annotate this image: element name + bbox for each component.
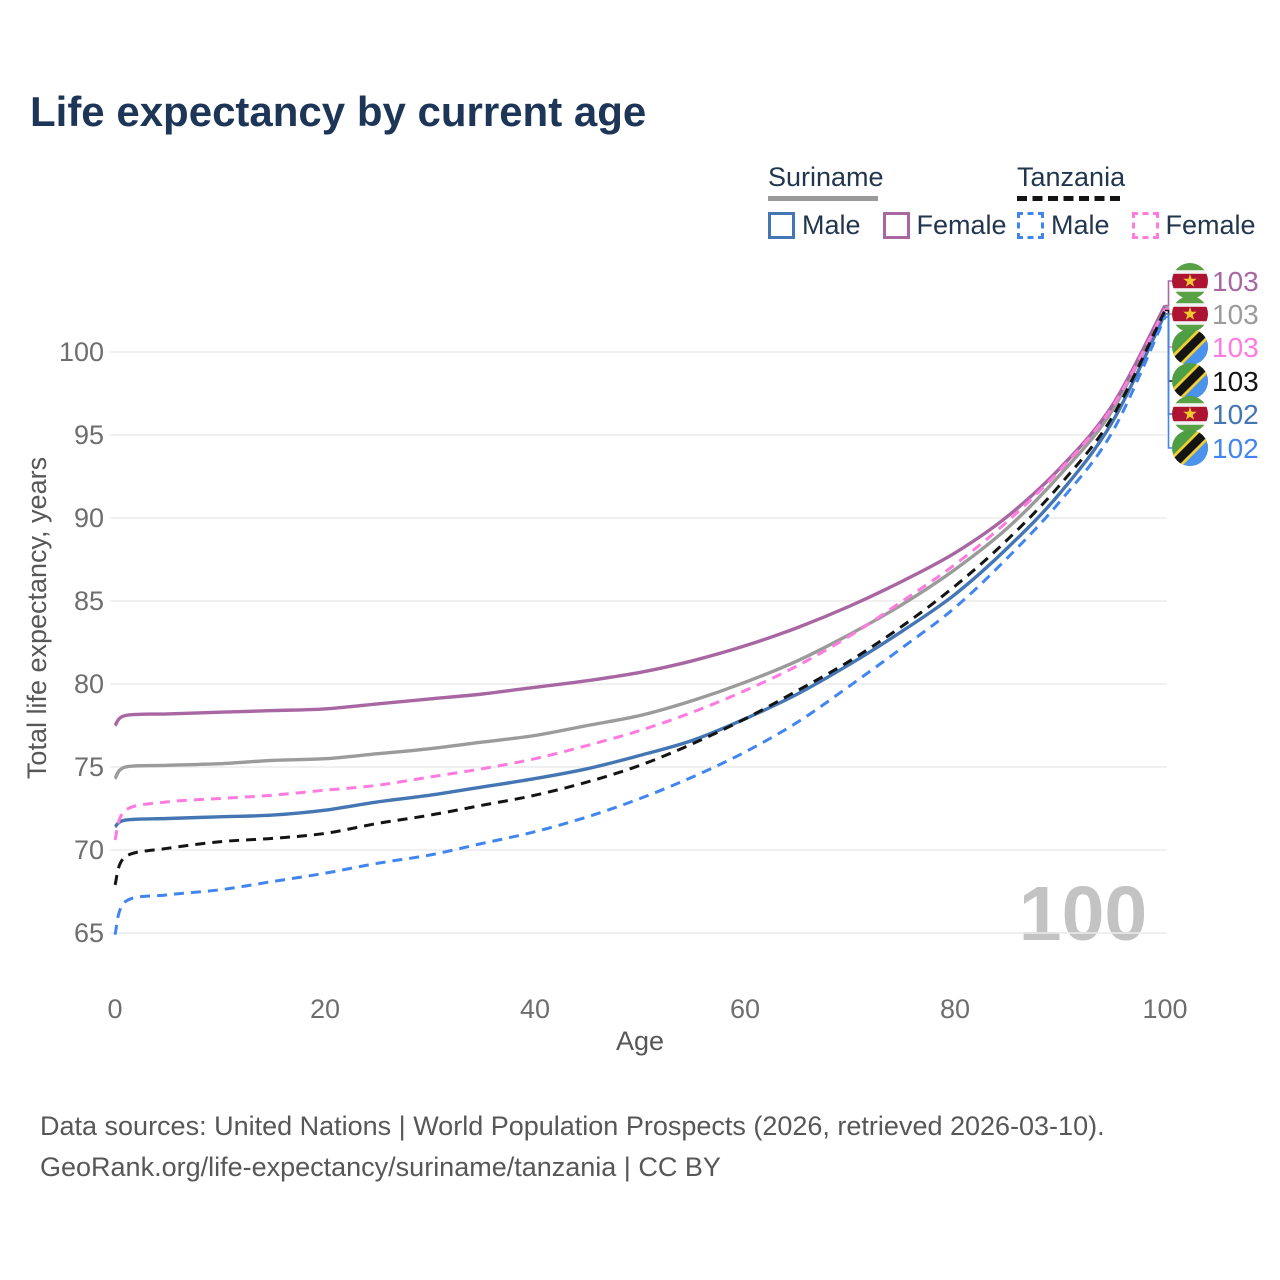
end-value-label-tanzania-both-sexes: 103 [1212,366,1259,397]
leader-line-suriname-female [1165,280,1174,307]
x-tick-label: 100 [1142,994,1187,1024]
x-tick-label: 60 [730,994,760,1024]
end-value-label-tanzania-female: 103 [1212,332,1259,363]
end-value-label-suriname-male: 102 [1212,399,1259,430]
page-title: Life expectancy by current age [30,88,647,135]
data-source-footer: Data sources: United Nations | World Pop… [40,1106,1105,1188]
age-watermark: 100 [1019,871,1147,957]
leader-line-suriname-male [1165,313,1174,415]
y-tick-label: 70 [74,835,104,865]
tanzania-line-swatch [1017,196,1120,201]
legend-country-suriname[interactable]: Suriname [768,162,884,192]
series-line-suriname-male [113,313,1167,829]
y-tick-label: 95 [74,420,104,450]
legend-item-suriname-female[interactable]: Female [882,210,1007,241]
footer-sources-line: Data sources: United Nations | World Pop… [40,1111,1105,1141]
legend-item-label: Female [916,210,1007,240]
y-tick-label: 65 [74,918,104,948]
x-tick-label: 20 [310,994,340,1024]
x-axis-title: Age [616,1026,664,1056]
legend-group-suriname: Suriname Male Female [768,162,1007,241]
y-tick-label: 75 [74,752,104,782]
y-tick-label: 85 [74,586,104,616]
legend-country-tanzania[interactable]: Tanzania [1017,162,1126,192]
y-tick-label: 100 [59,337,104,367]
legend-item-tanzania-male[interactable]: Male [1017,210,1110,241]
suriname-line-swatch [768,196,878,201]
x-tick-label: 0 [107,994,122,1024]
x-tick-label: 80 [940,994,970,1024]
legend-item-tanzania-female[interactable]: Female [1131,210,1256,241]
end-value-label-tanzania-male: 102 [1212,433,1259,464]
suriname-flag-icon [1172,396,1208,432]
suriname-female-swatch-icon [882,212,910,239]
y-axis-title: Total life expectancy, years [22,457,52,779]
tanzania-flag-icon [1172,363,1208,399]
suriname-male-swatch-icon [768,212,795,239]
leader-line-tanzania-male [1165,316,1174,449]
series-line-tanzania-male [113,316,1167,936]
y-tick-label: 90 [74,503,104,533]
tanzania-female-swatch-icon [1131,212,1159,239]
tanzania-male-swatch-icon [1017,212,1044,239]
series-line-suriname-female [113,304,1167,727]
y-tick-label: 80 [74,669,104,699]
end-value-label-suriname-female: 103 [1212,266,1259,297]
series-line-suriname-both-sexes [113,306,1167,780]
series-line-tanzania-female [113,308,1167,841]
legend-item-suriname-male[interactable]: Male [768,210,861,241]
series-line-tanzania-both-sexes [113,309,1167,886]
suriname-flag-icon [1172,296,1208,332]
legend-item-label: Male [1051,210,1110,240]
legend-item-label: Female [1165,210,1256,240]
tanzania-flag-icon [1172,430,1208,466]
legend-item-label: Male [802,210,861,240]
footer-link-line: GeoRank.org/life-expectancy/suriname/tan… [40,1152,721,1182]
legend-group-tanzania: Tanzania Male Female [1017,162,1256,241]
tanzania-flag-icon [1172,329,1208,365]
x-tick-label: 40 [520,994,550,1024]
end-value-label-suriname-both-sexes: 103 [1212,299,1259,330]
suriname-flag-icon [1172,263,1208,299]
